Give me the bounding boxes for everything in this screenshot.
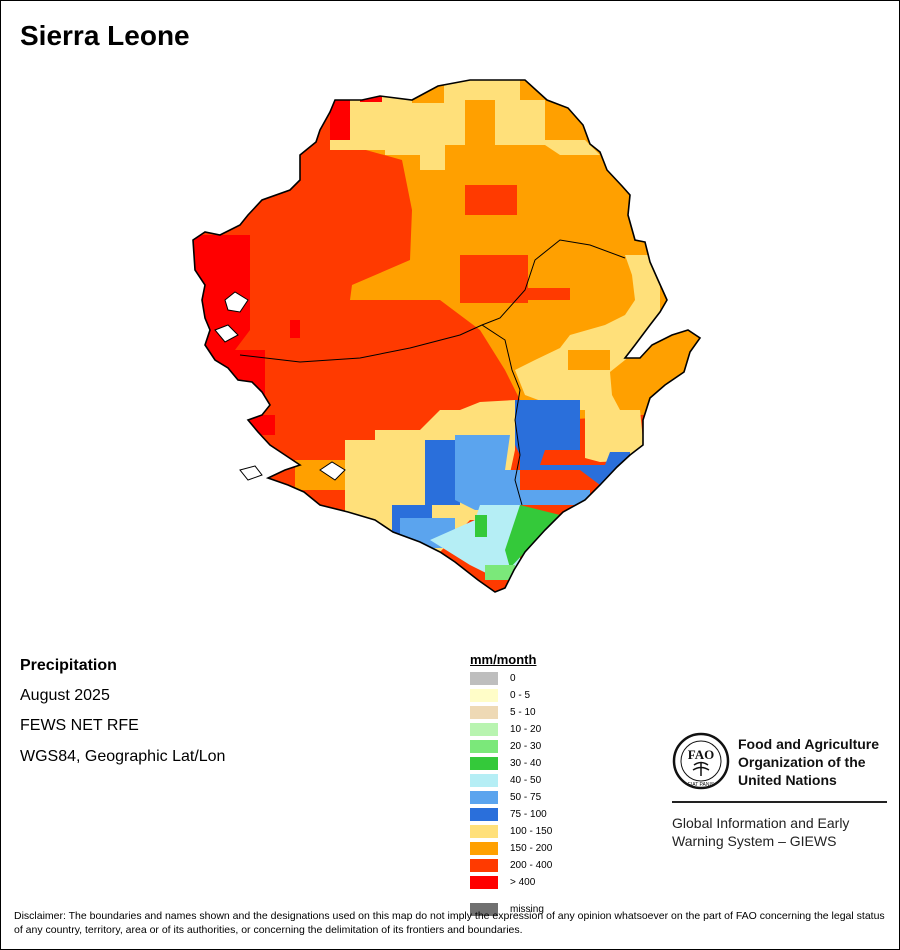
legend-swatch [470, 859, 498, 872]
zone-30-40 [505, 505, 560, 568]
zone-over-400-patch [290, 320, 300, 338]
giews-line-1: Global Information and Early [672, 815, 850, 831]
province-boundary-north [481, 239, 626, 326]
legend-swatch [470, 757, 498, 770]
legend-label: 75 - 100 [510, 809, 547, 820]
legend-swatch [470, 706, 498, 719]
legend-swatch [470, 876, 498, 889]
legend-label: > 400 [510, 877, 536, 888]
disclaimer: Disclaimer: The boundaries and names sho… [14, 910, 885, 936]
giews-line-2: Warning System – GIEWS [672, 833, 837, 849]
legend-label: 0 [510, 673, 516, 684]
zone-over-400-north [330, 100, 350, 140]
coastal-islands [214, 291, 346, 481]
zone-30-40-patch [475, 515, 487, 537]
legend-swatch [470, 791, 498, 804]
fao-divider [672, 801, 887, 803]
legend-swatch [470, 672, 498, 685]
precipitation-map [192, 79, 701, 593]
source-label: FEWS NET RFE [20, 717, 139, 734]
legend-swatch [470, 689, 498, 702]
legend-label: 20 - 30 [510, 741, 542, 752]
legend-label: 50 - 75 [510, 792, 542, 803]
zone-200-400-patch-3 [520, 288, 570, 300]
legend-swatch [470, 842, 498, 855]
legend-label: missing [510, 904, 544, 915]
legend-swatch [470, 723, 498, 736]
zone-200-400-patch-2 [460, 255, 528, 303]
fao-org-name: Food and Agriculture Organization of the… [738, 735, 879, 789]
zone-50-75-central [455, 435, 590, 510]
zone-20-30 [485, 565, 515, 580]
legend-swatch [470, 903, 498, 916]
legend-label: 150 - 200 [510, 843, 553, 854]
legend-label: 100 - 150 [510, 826, 553, 837]
zone-150-200-east-patch [568, 350, 610, 370]
fao-org-line-3: United Nations [738, 772, 837, 788]
legend-swatch [470, 825, 498, 838]
projection-label: WGS84, Geographic Lat/Lon [20, 748, 226, 765]
legend-label: 200 - 400 [510, 860, 553, 871]
legend-label: 30 - 40 [510, 758, 542, 769]
legend-label: 5 - 10 [510, 707, 536, 718]
legend-label: 40 - 50 [510, 775, 542, 786]
legend-swatch [470, 774, 498, 787]
legend-swatch [470, 808, 498, 821]
period-label: August 2025 [20, 687, 110, 704]
fao-org-line-2: Organization of the [738, 754, 866, 770]
legend-swatch [470, 740, 498, 753]
svg-text:FAO: FAO [688, 747, 714, 762]
province-boundary-west [239, 324, 521, 391]
svg-text:FIAT PANIS: FIAT PANIS [688, 782, 715, 788]
zone-200-400-patch-1 [465, 185, 517, 215]
zone-75-100-east [515, 400, 630, 485]
province-boundary-south [514, 389, 523, 506]
product-title: Precipitation [20, 657, 117, 674]
fao-logo-icon: FAO FIAT PANIS [672, 732, 730, 790]
map-title: Sierra Leone [20, 20, 190, 51]
zone-40-50 [430, 505, 520, 575]
legend-label: 0 - 5 [510, 690, 531, 701]
legend-title: mm/month [470, 652, 537, 667]
giews-label: Global Information and Early Warning Sys… [672, 814, 849, 850]
fao-org-line-1: Food and Agriculture [738, 736, 880, 752]
legend-label: 10 - 20 [510, 724, 542, 735]
zone-75-100-west [425, 440, 460, 505]
